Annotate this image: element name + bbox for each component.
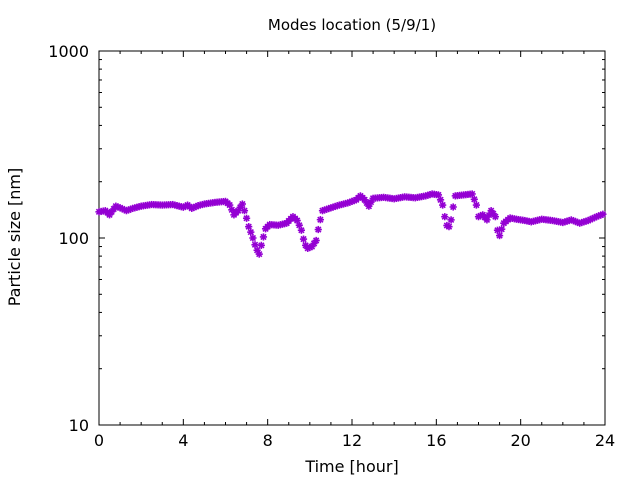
chart-title: Modes location (5/9/1) bbox=[268, 16, 436, 34]
x-tick-label: 8 bbox=[263, 431, 273, 450]
x-tick-label: 4 bbox=[178, 431, 188, 450]
data-point bbox=[259, 233, 268, 241]
data-point bbox=[257, 241, 265, 249]
data-point bbox=[470, 195, 478, 203]
tick-labels: 0 4 8 12 16 20 24 10 100 1000 bbox=[48, 42, 615, 450]
data-point bbox=[255, 250, 263, 258]
data-point bbox=[439, 201, 447, 209]
x-tick-label: 16 bbox=[426, 431, 446, 450]
data-point bbox=[240, 207, 249, 215]
y-axis-label: Particle size [nm] bbox=[5, 168, 24, 307]
data-point bbox=[447, 216, 455, 224]
data-point bbox=[247, 228, 255, 236]
data-point bbox=[449, 203, 457, 211]
plot-frame bbox=[98, 50, 606, 426]
data-point bbox=[498, 225, 506, 233]
data-point bbox=[314, 225, 322, 234]
data-point bbox=[472, 201, 480, 209]
x-tick-label: 20 bbox=[510, 431, 530, 450]
x-tick-label: 12 bbox=[342, 431, 362, 450]
x-tick-label: 0 bbox=[94, 431, 104, 450]
axis-ticks bbox=[98, 50, 606, 426]
data-point bbox=[299, 235, 308, 243]
data-points bbox=[95, 190, 607, 258]
data-point bbox=[316, 216, 324, 224]
x-axis-label: Time [hour] bbox=[304, 457, 398, 476]
data-point bbox=[491, 213, 499, 221]
data-point bbox=[297, 226, 305, 234]
y-tick-label: 10 bbox=[69, 416, 89, 435]
data-point bbox=[245, 223, 253, 231]
y-tick-label: 100 bbox=[58, 229, 89, 248]
data-point bbox=[312, 236, 320, 245]
data-point bbox=[238, 200, 246, 208]
x-tick-label: 24 bbox=[595, 431, 615, 450]
data-point bbox=[249, 234, 257, 242]
data-point bbox=[495, 231, 504, 240]
data-point bbox=[242, 214, 251, 222]
data-point bbox=[445, 223, 453, 231]
y-tick-label: 1000 bbox=[48, 42, 89, 61]
data-point bbox=[599, 210, 607, 218]
data-point bbox=[441, 213, 449, 221]
